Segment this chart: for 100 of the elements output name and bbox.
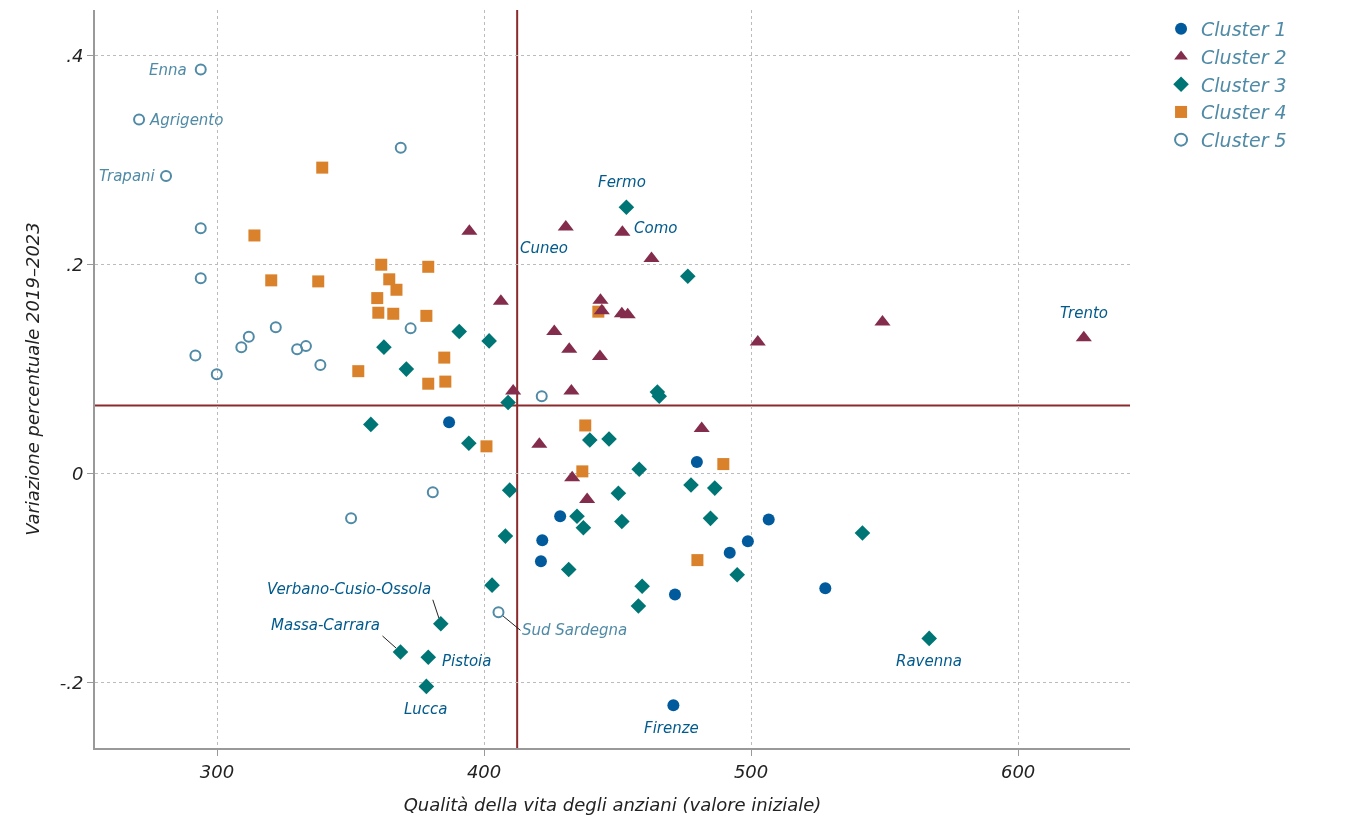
point — [420, 649, 437, 665]
annotation: Agrigento — [149, 111, 224, 129]
x-tick-label: 400 — [466, 760, 502, 782]
legend-label: Cluster 5 — [1201, 129, 1287, 152]
point — [484, 577, 500, 593]
point — [160, 169, 173, 182]
point — [593, 303, 610, 315]
point — [422, 260, 435, 273]
point — [248, 229, 261, 242]
point — [631, 461, 647, 478]
point — [534, 555, 547, 568]
point — [194, 272, 207, 285]
point — [404, 322, 417, 335]
point — [560, 561, 577, 578]
annotation: Cuneo — [520, 239, 568, 257]
point — [729, 566, 745, 583]
x-tick-label: 600 — [1000, 760, 1036, 782]
point — [749, 334, 766, 346]
point — [854, 525, 871, 541]
point — [601, 431, 617, 447]
point — [819, 582, 832, 595]
y-axis-title: Variazione percentuale 2019–2023 — [22, 222, 44, 536]
point — [618, 199, 635, 216]
point — [690, 455, 703, 468]
point — [610, 485, 627, 502]
point — [497, 528, 514, 544]
point — [299, 340, 312, 353]
x-axis-title: Qualità della vita degli anziani (valore iniziale) — [403, 794, 822, 816]
annotation: Trapani — [99, 167, 156, 185]
point — [352, 365, 365, 378]
point — [619, 307, 636, 319]
point — [291, 343, 304, 356]
y-tick-label: .2 — [66, 254, 84, 275]
point — [569, 508, 585, 525]
point — [564, 470, 581, 482]
point — [312, 275, 325, 288]
point — [667, 699, 680, 712]
point — [194, 63, 207, 76]
point — [438, 351, 451, 364]
point — [390, 283, 403, 296]
point — [443, 416, 456, 429]
point — [614, 513, 630, 530]
annotation: Massa-Carrara — [271, 616, 380, 634]
point — [363, 416, 379, 433]
point — [242, 330, 255, 343]
point — [133, 113, 146, 126]
point — [634, 578, 650, 594]
point — [717, 458, 730, 471]
point — [691, 554, 704, 567]
point — [372, 306, 385, 319]
point — [210, 368, 223, 381]
point — [451, 323, 468, 340]
point — [394, 141, 407, 154]
x-tick-label: 500 — [733, 760, 769, 782]
point — [235, 341, 248, 354]
point — [554, 510, 567, 523]
legend-label: Cluster 3 — [1201, 73, 1287, 96]
point — [418, 678, 435, 695]
annotation: Ravenna — [896, 652, 962, 670]
annotation: Trento — [1060, 304, 1108, 322]
legend-label: Cluster 1 — [1201, 18, 1287, 41]
point — [492, 606, 505, 619]
annotation: Verbano-Cusio-Ossola — [267, 580, 432, 598]
y-tick-label: .4 — [66, 45, 84, 67]
point — [314, 358, 327, 371]
point — [398, 361, 415, 377]
annotation: Lucca — [404, 700, 448, 718]
point — [762, 513, 775, 526]
point — [439, 375, 452, 388]
point — [433, 615, 449, 632]
point — [535, 390, 548, 403]
point — [383, 273, 396, 286]
point — [194, 222, 207, 235]
point — [189, 349, 202, 362]
point — [265, 274, 278, 287]
point — [668, 588, 681, 601]
point — [316, 161, 329, 174]
point — [693, 421, 710, 433]
point — [576, 465, 589, 478]
point — [375, 258, 388, 271]
y-tick-label: 0 — [71, 462, 84, 484]
point — [500, 394, 516, 411]
point — [706, 480, 723, 496]
point — [680, 268, 696, 284]
point — [387, 307, 400, 320]
annotation: Pistoia — [442, 652, 492, 670]
point — [269, 321, 282, 334]
point — [536, 534, 549, 547]
point — [371, 292, 384, 305]
x-tick-label: 300 — [199, 760, 235, 782]
point — [741, 535, 754, 548]
point — [461, 435, 477, 451]
point — [702, 510, 719, 527]
point — [501, 482, 518, 498]
point — [579, 419, 592, 432]
point — [575, 519, 592, 536]
point — [921, 630, 937, 647]
point — [683, 477, 699, 493]
point — [376, 339, 392, 355]
point — [345, 512, 358, 525]
